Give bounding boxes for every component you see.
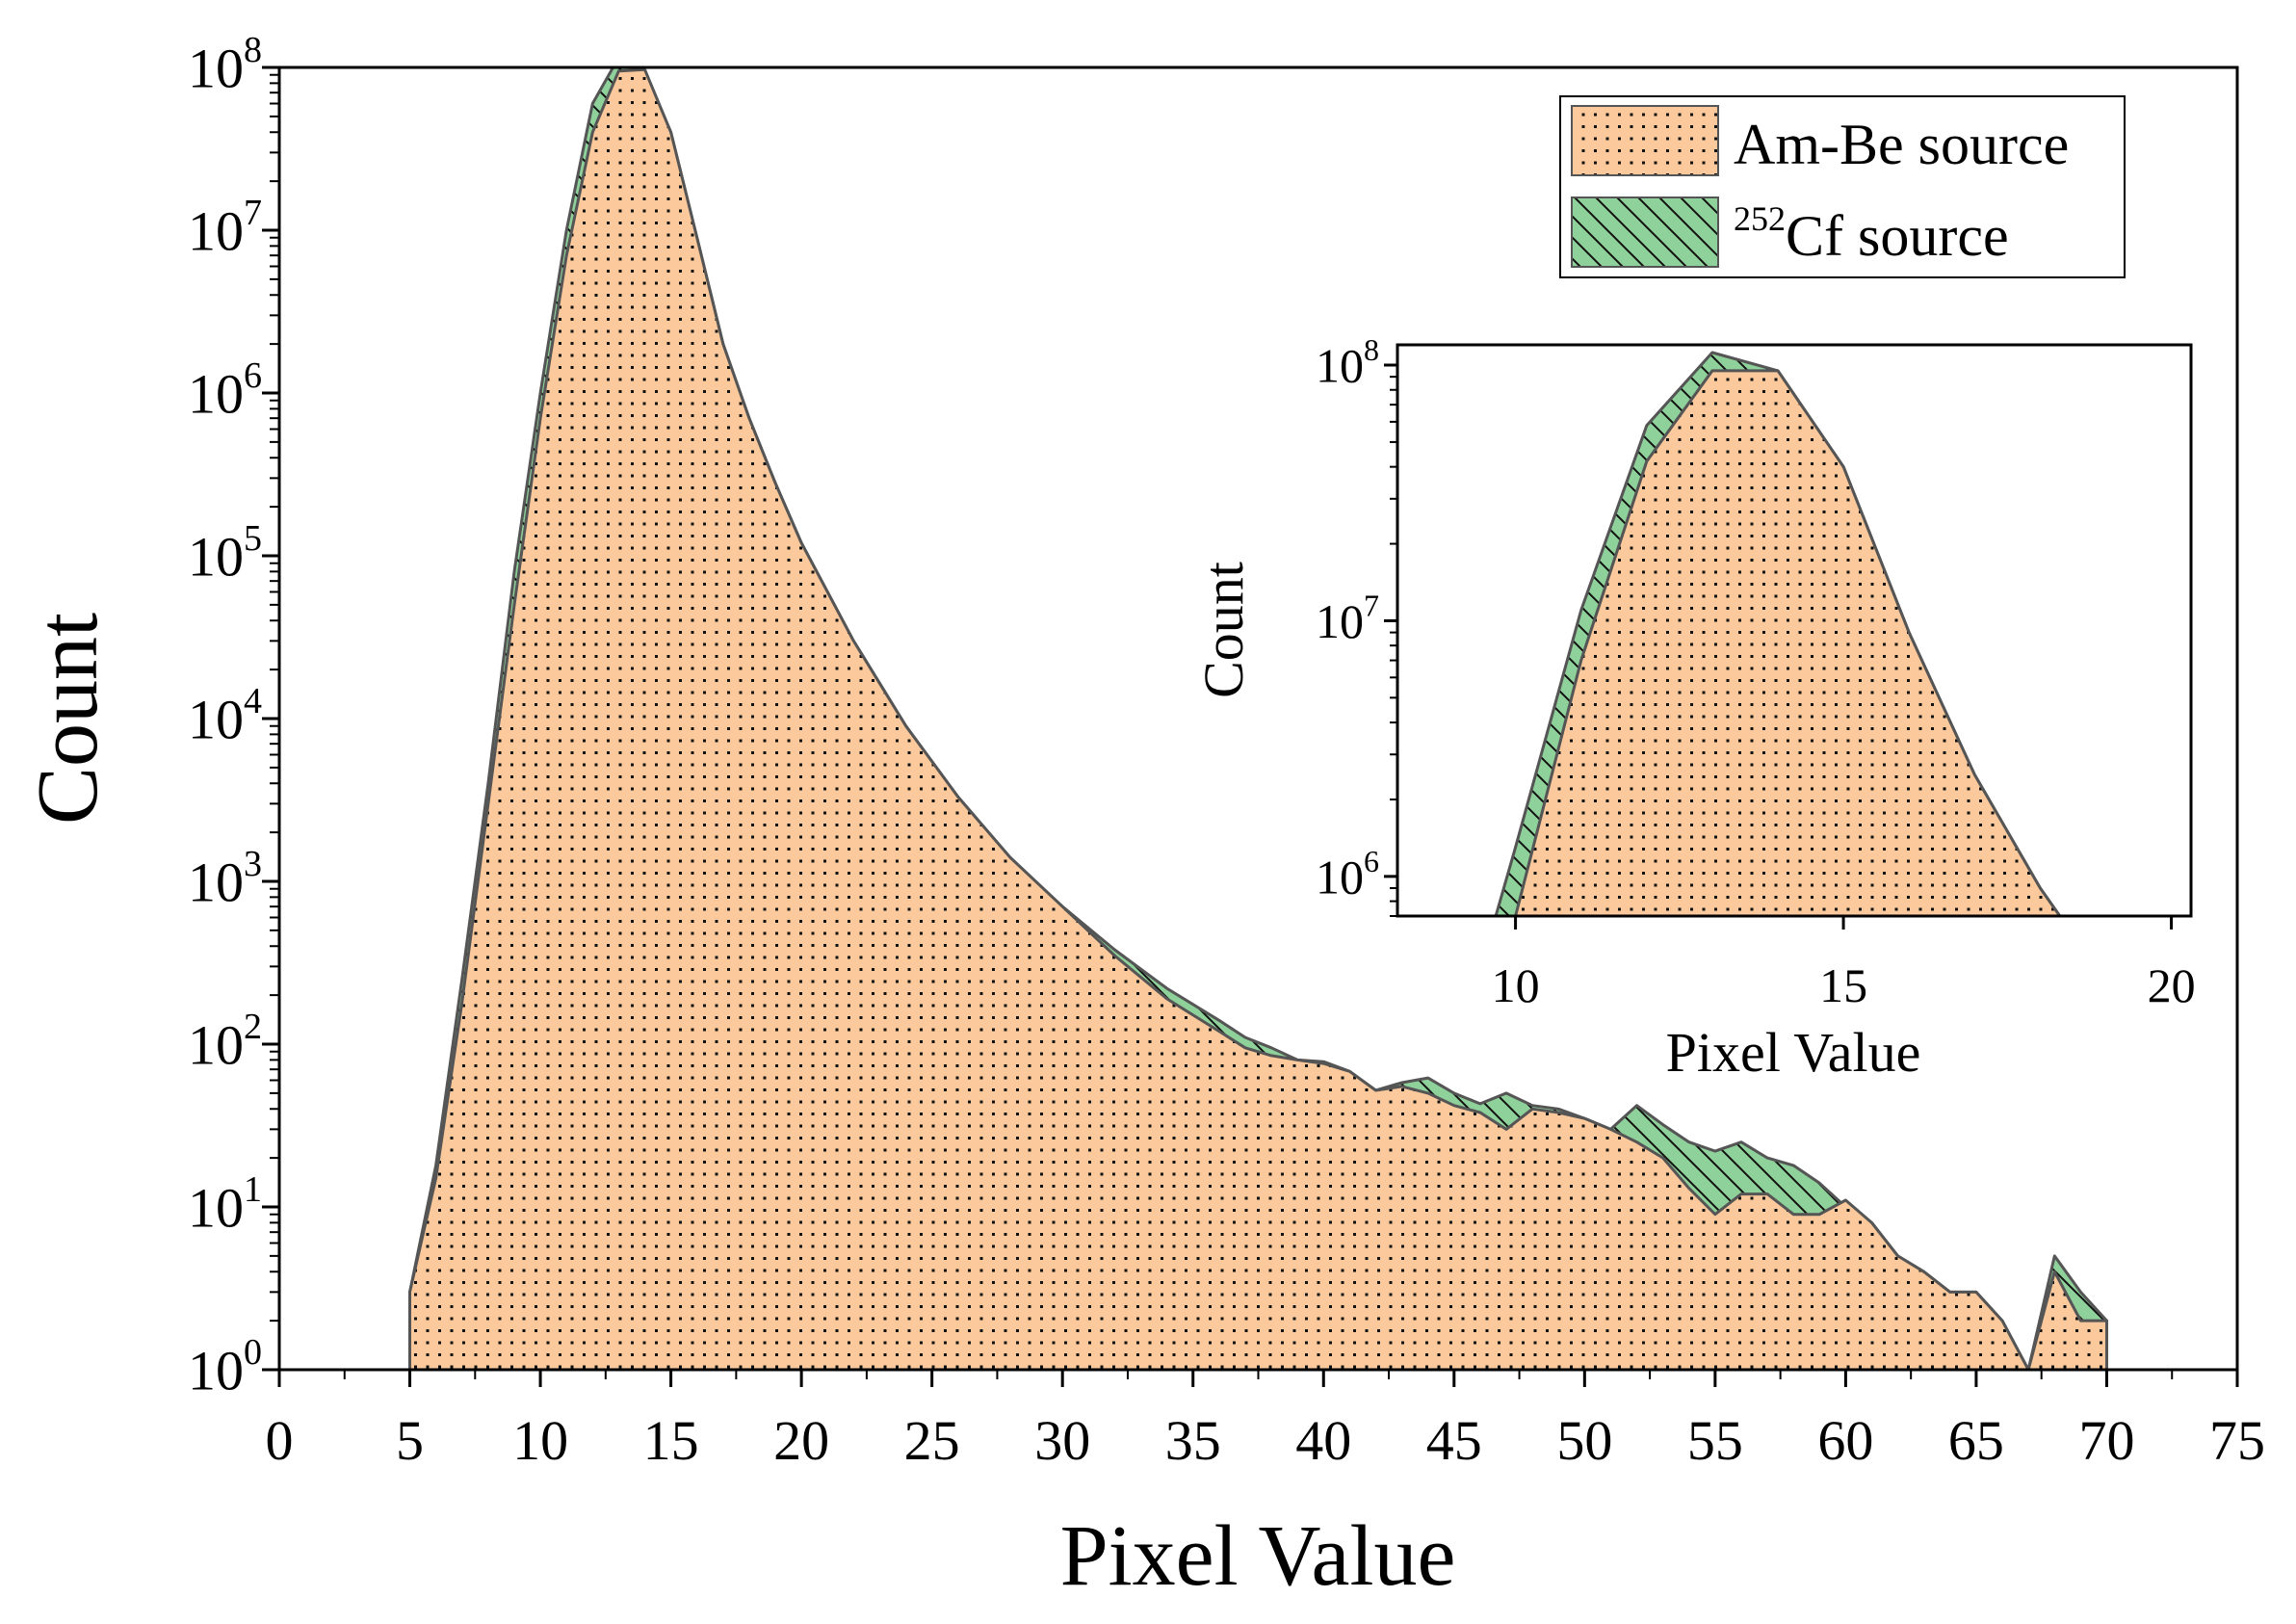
main-plot-area <box>408 67 2108 1370</box>
inset-x-tick-label: 20 <box>2148 958 2196 1012</box>
main-x-tick-label: 65 <box>1948 1409 2004 1472</box>
main-y-tick-label: 108 <box>188 30 262 99</box>
main-y-tick-label: 106 <box>188 355 262 425</box>
main-y-tick-label: 101 <box>188 1169 262 1239</box>
main-x-tick-label: 70 <box>2078 1409 2134 1472</box>
main-x-tick-label: 20 <box>773 1409 829 1472</box>
legend: Am-Be source 252Cf source <box>1559 95 2126 278</box>
legend-swatch-cf <box>1571 196 1719 268</box>
main-x-axis: 0 5 10 15 20 25 30 35 40 45 50 55 60 65 70 75 <box>266 1370 2265 1472</box>
main-x-axis-label: Pixel Value <box>1060 1508 1456 1604</box>
inset-x-tick-label: 15 <box>1819 958 1867 1012</box>
inset-y-tick-label: 108 <box>1316 332 1379 393</box>
inset-x-tick-label: 10 <box>1492 958 1540 1012</box>
inset-plot-frame <box>1396 343 2193 918</box>
main-x-tick-label: 75 <box>2209 1409 2265 1472</box>
main-y-tick-label: 105 <box>188 518 262 588</box>
main-y-tick-label: 102 <box>188 1007 262 1076</box>
legend-label-cf-superscript: 252 <box>1734 199 1786 238</box>
main-series-area-am-be <box>408 67 2108 1370</box>
main-x-tick-label: 60 <box>1817 1409 1873 1472</box>
main-x-tick-label: 5 <box>396 1409 424 1472</box>
inset-series-area-am-be <box>1514 369 2062 916</box>
main-y-tick-label: 104 <box>188 681 262 750</box>
legend-label-cf-text: Cf source <box>1786 204 2009 268</box>
main-y-axis: 100 101 102 103 104 105 106 107 108 <box>188 30 279 1401</box>
inset-plot-area <box>1494 351 2062 916</box>
main-x-tick-label: 15 <box>643 1409 699 1472</box>
inset-y-tick-label: 106 <box>1316 844 1379 904</box>
main-y-tick-label: 107 <box>188 193 262 262</box>
main-x-tick-label: 55 <box>1687 1409 1743 1472</box>
inset-x-axis-label: Pixel Value <box>1666 1021 1921 1084</box>
legend-swatch-am-be <box>1571 105 1719 176</box>
main-x-tick-label: 25 <box>904 1409 960 1472</box>
main-x-tick-label: 50 <box>1556 1409 1612 1472</box>
inset-y-axis-label: Count <box>1192 562 1255 698</box>
main-x-tick-label: 30 <box>1034 1409 1090 1472</box>
main-y-tick-label: 100 <box>188 1332 262 1401</box>
main-x-tick-label: 10 <box>512 1409 568 1472</box>
legend-label-cf: 252Cf source <box>1734 199 2009 268</box>
inset-y-axis: 106 107 108 <box>1316 332 1397 917</box>
main-x-tick-label: 35 <box>1165 1409 1221 1472</box>
inset-x-axis: 10 15 20 <box>1492 916 2196 1012</box>
main-x-tick-label: 0 <box>266 1409 294 1472</box>
main-x-tick-label: 40 <box>1295 1409 1351 1472</box>
main-y-axis-label: Count <box>20 613 116 825</box>
main-y-tick-label: 103 <box>188 844 262 913</box>
main-x-tick-label: 45 <box>1426 1409 1482 1472</box>
inset-y-tick-label: 107 <box>1316 588 1379 648</box>
legend-label-am-be: Am-Be source <box>1734 113 2069 176</box>
